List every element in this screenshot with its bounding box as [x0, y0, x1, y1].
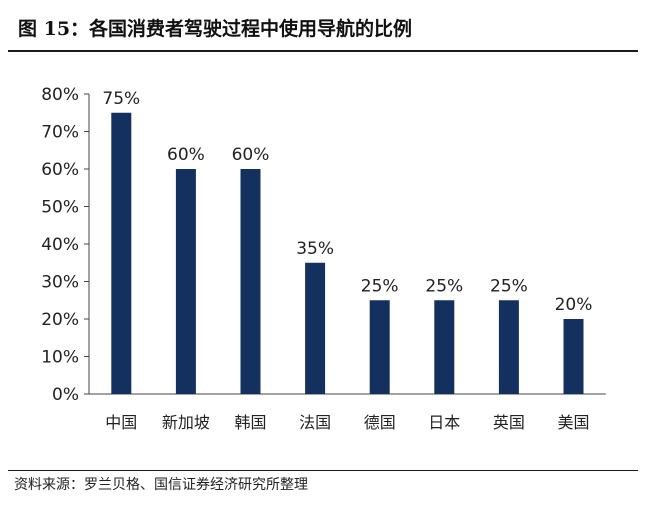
bar: [563, 319, 584, 394]
x-tick-label: 美国: [557, 413, 589, 432]
bar: [305, 262, 326, 394]
bar: [434, 300, 455, 394]
x-tick-label: 法国: [299, 413, 331, 432]
x-tick-label: 日本: [428, 413, 460, 432]
data-label: 35%: [296, 239, 334, 259]
data-label: 20%: [555, 295, 593, 315]
x-tick-label: 韩国: [234, 413, 266, 432]
y-tick-label: 0%: [52, 385, 79, 405]
data-label: 25%: [425, 276, 463, 296]
data-label: 25%: [361, 276, 399, 296]
y-tick-label: 40%: [41, 235, 79, 255]
bar: [369, 300, 390, 394]
top-rule: [8, 50, 638, 52]
data-label: 60%: [232, 145, 270, 165]
x-tick-label: 英国: [493, 413, 525, 432]
data-label: 60%: [167, 145, 205, 165]
bar: [111, 112, 132, 394]
figure-title: 图 15：各国消费者驾驶过程中使用导航的比例: [18, 18, 413, 40]
bar: [175, 169, 196, 394]
bar: [498, 300, 519, 394]
data-label: 25%: [490, 276, 528, 296]
y-tick-label: 60%: [41, 160, 79, 180]
bar: [240, 169, 261, 394]
source-note: 资料来源：罗兰贝格、国信证券经济研究所整理: [14, 477, 308, 493]
y-tick-label: 10%: [41, 348, 79, 368]
x-tick-label: 新加坡: [162, 413, 210, 432]
x-tick-label: 德国: [364, 413, 396, 432]
y-tick-label: 30%: [41, 273, 79, 293]
y-tick-label: 20%: [41, 310, 79, 330]
bottom-rule: [8, 470, 638, 471]
x-tick-label: 中国: [105, 413, 137, 432]
y-tick-label: 80%: [41, 85, 79, 105]
bar-chart: 0% 10% 20% 30% 40% 50% 60% 70% 80% 75% 中国 60% 新加坡 60%…: [41, 85, 606, 432]
y-tick-label: 70%: [41, 123, 79, 143]
y-tick-label: 50%: [41, 198, 79, 218]
data-label: 75%: [102, 89, 140, 109]
